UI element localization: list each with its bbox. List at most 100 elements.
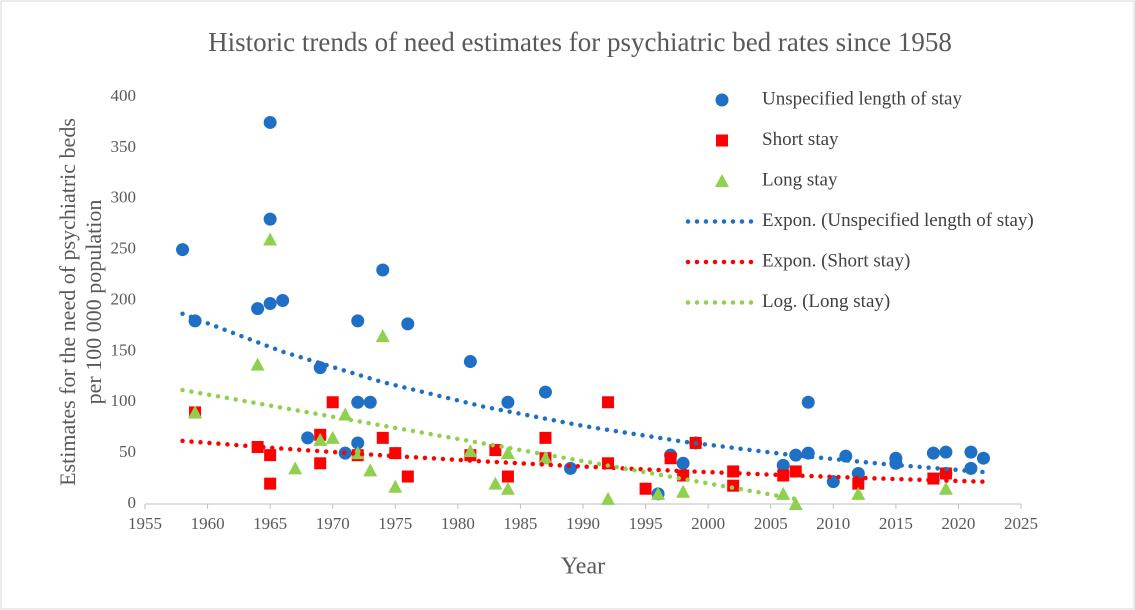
point <box>851 486 866 500</box>
point <box>539 431 552 444</box>
legend-label: Expon. (Unspecified length of stay) <box>762 210 1034 231</box>
point <box>676 484 691 498</box>
point <box>926 446 940 460</box>
point <box>501 395 515 409</box>
point <box>388 479 403 493</box>
y-axis-label-line: per 100 000 population <box>81 200 106 405</box>
point <box>351 395 365 409</box>
y-tick-label: 350 <box>111 137 137 156</box>
point <box>301 431 315 445</box>
x-tick-label: 2015 <box>879 514 913 533</box>
point <box>939 467 952 480</box>
x-axis-label: Year <box>561 554 605 580</box>
point <box>176 243 190 257</box>
x-tick-label: 1975 <box>378 514 412 533</box>
point <box>639 482 652 495</box>
x-tick-label: 1965 <box>253 514 287 533</box>
x-tick-label: 2010 <box>816 514 850 533</box>
point <box>351 314 365 328</box>
point <box>363 463 378 477</box>
point <box>264 477 277 490</box>
point <box>314 457 327 470</box>
point <box>463 355 477 369</box>
y-tick-label: 300 <box>111 188 137 207</box>
point <box>401 470 414 483</box>
point <box>538 385 552 399</box>
trendline <box>180 438 986 484</box>
point <box>964 461 978 475</box>
y-axis-label-line: Estimates for the need of psychiatric be… <box>55 118 80 486</box>
y-tick-label: 200 <box>111 289 137 308</box>
point <box>463 444 478 458</box>
point <box>938 481 953 495</box>
point <box>351 436 365 450</box>
point <box>251 302 265 316</box>
point <box>651 486 666 500</box>
legend-label: Long stay <box>762 169 838 190</box>
point <box>313 361 327 375</box>
point <box>939 445 953 459</box>
point <box>602 396 615 409</box>
point <box>500 446 515 460</box>
x-tick-label: 1995 <box>629 514 663 533</box>
point <box>401 317 415 331</box>
point <box>263 232 278 246</box>
point <box>263 297 277 311</box>
point <box>501 470 514 483</box>
x-tick-label: 1955 <box>128 514 162 533</box>
x-tick-label: 1980 <box>441 514 475 533</box>
point <box>852 477 865 490</box>
y-tick-label: 0 <box>128 493 137 512</box>
point <box>376 431 389 444</box>
x-tick-label: 2005 <box>754 514 788 533</box>
legend-marker <box>715 93 729 107</box>
point <box>801 395 815 409</box>
point <box>264 449 277 462</box>
y-tick-label: 100 <box>111 391 137 410</box>
point <box>601 491 616 505</box>
point <box>325 430 340 444</box>
trendline <box>180 311 986 475</box>
y-tick-label: 50 <box>119 442 136 461</box>
point <box>251 441 264 454</box>
point <box>500 481 515 495</box>
chart-title: Historic trends of need estimates for ps… <box>208 27 952 57</box>
point <box>488 476 503 490</box>
legend-label: Short stay <box>762 129 839 150</box>
point <box>376 263 390 277</box>
point <box>313 432 328 446</box>
point <box>563 461 577 475</box>
point <box>288 461 303 475</box>
y-tick-label: 150 <box>111 340 137 359</box>
x-tick-label: 2025 <box>1004 514 1038 533</box>
point <box>664 452 677 465</box>
point <box>363 395 377 409</box>
point <box>326 396 339 409</box>
x-tick-label: 1970 <box>316 514 350 533</box>
legend-marker <box>716 134 728 147</box>
point <box>976 451 990 465</box>
trendline <box>180 387 798 502</box>
legend-label: Expon. (Short stay) <box>762 250 910 271</box>
x-tick-label: 2020 <box>941 514 975 533</box>
point <box>727 479 740 492</box>
point <box>263 212 277 226</box>
point <box>788 497 803 510</box>
x-tick-label: 1960 <box>191 514 225 533</box>
x-tick-label: 2000 <box>691 514 725 533</box>
point <box>276 294 290 307</box>
point <box>263 115 277 129</box>
point <box>776 458 790 472</box>
point <box>676 456 690 470</box>
legend-label: Unspecified length of stay <box>762 88 962 109</box>
point <box>375 329 390 343</box>
legend-marker <box>715 174 729 187</box>
y-tick-label: 250 <box>111 239 137 258</box>
x-tick-label: 1990 <box>566 514 600 533</box>
y-tick-label: 400 <box>111 86 137 105</box>
point <box>188 405 203 419</box>
x-tick-label: 1985 <box>503 514 537 533</box>
point <box>538 451 553 465</box>
